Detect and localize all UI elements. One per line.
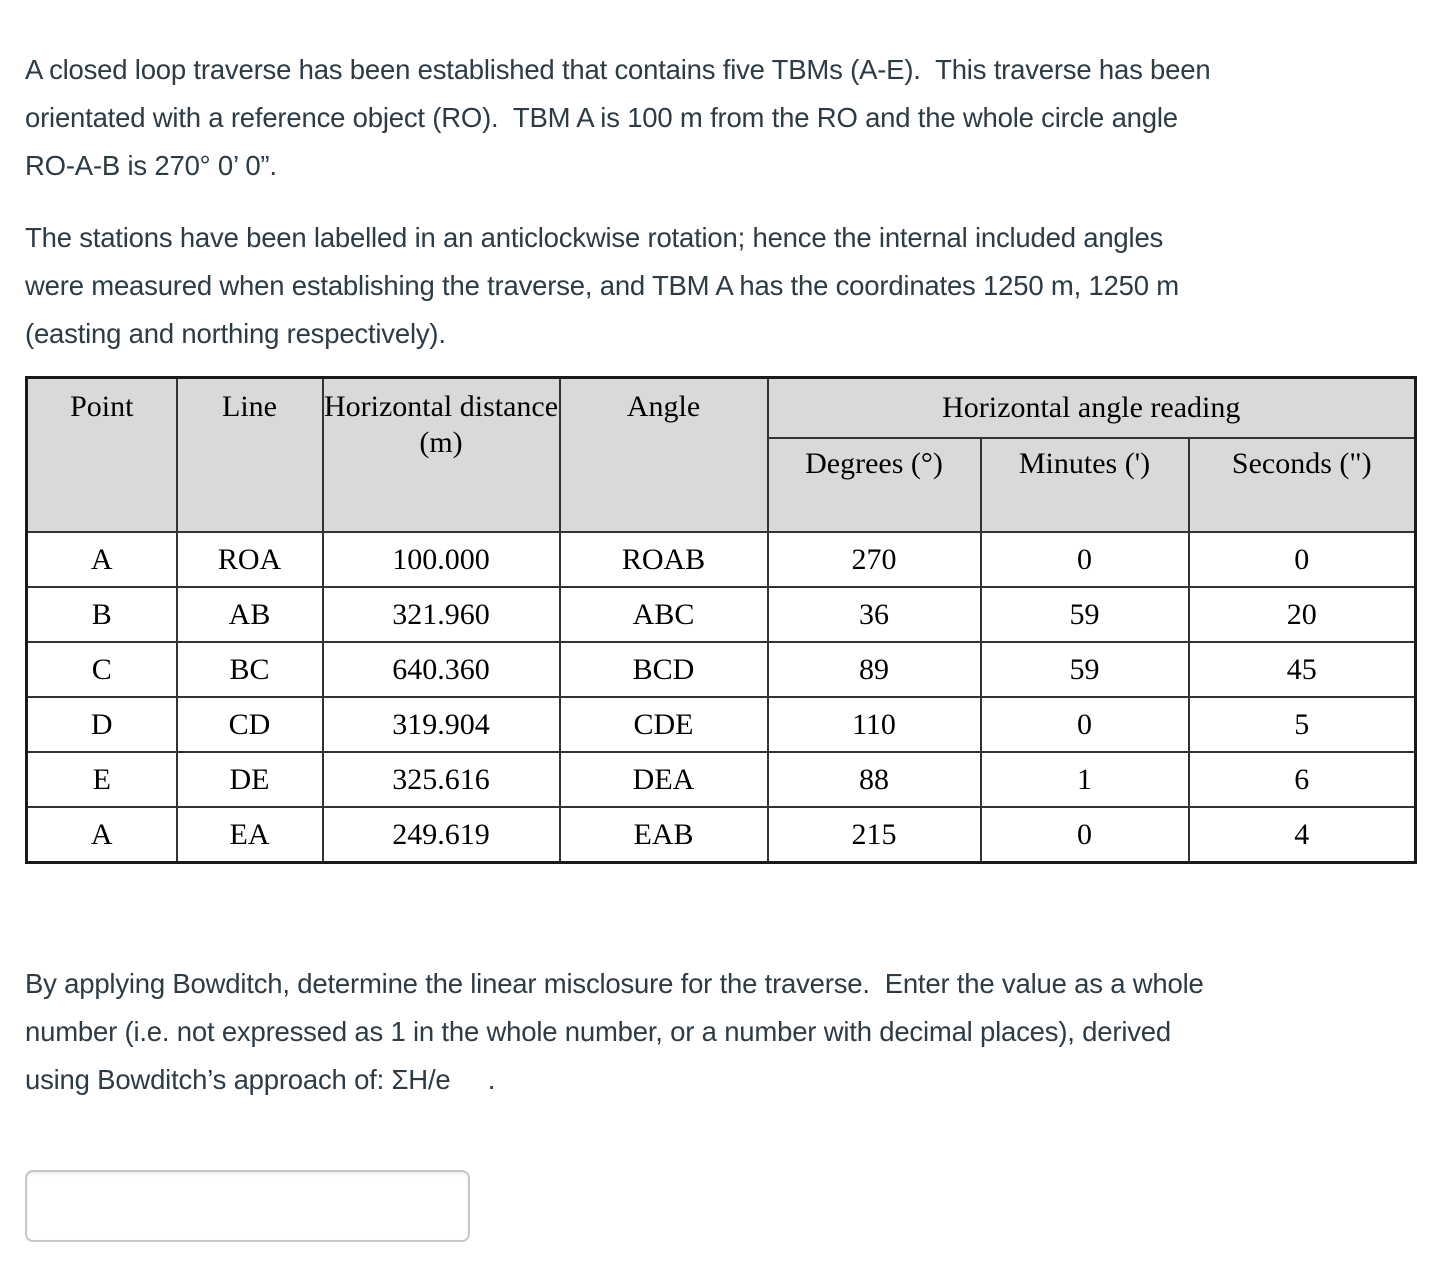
cell-distance: 249.619 bbox=[321, 806, 561, 864]
table-row: C BC 640.360 BCD 89 59 45 bbox=[25, 641, 1417, 698]
cell-distance: 325.616 bbox=[321, 751, 561, 808]
cell-line: AB bbox=[175, 586, 324, 643]
col-header-angle: Angle bbox=[558, 376, 769, 533]
col-header-distance: Horizontal distance (m) bbox=[321, 376, 561, 533]
cell-line: EA bbox=[175, 806, 324, 864]
col-header-seconds: Seconds (") bbox=[1187, 437, 1417, 533]
text-line: number (i.e. not expressed as 1 in the w… bbox=[25, 1016, 1171, 1047]
angle-table-body: A ROA 100.000 ROAB 270 0 0 B AB 321.960 … bbox=[25, 531, 1417, 864]
header-row-main: Point Line Horizontal distance (m) Angle… bbox=[25, 376, 1417, 533]
col-header-degrees: Degrees (°) bbox=[766, 437, 982, 533]
cell-point: E bbox=[25, 751, 178, 808]
cell-angle: ABC bbox=[558, 586, 769, 643]
cell-angle: EAB bbox=[558, 806, 769, 864]
cell-degrees: 89 bbox=[766, 641, 982, 698]
table-row: E DE 325.616 DEA 88 1 6 bbox=[25, 751, 1417, 808]
col-header-minutes: Minutes (') bbox=[979, 437, 1190, 533]
cell-degrees: 270 bbox=[766, 531, 982, 588]
text-line: RO-A-B is 270° 0’ 0”. bbox=[25, 150, 277, 181]
cell-degrees: 36 bbox=[766, 586, 982, 643]
cell-degrees: 88 bbox=[766, 751, 982, 808]
cell-angle: DEA bbox=[558, 751, 769, 808]
table-row: D CD 319.904 CDE 110 0 5 bbox=[25, 696, 1417, 753]
question-body: A closed loop traverse has been establis… bbox=[25, 46, 1418, 1242]
cell-line: CD bbox=[175, 696, 324, 753]
cell-point: A bbox=[25, 531, 178, 588]
cell-point: C bbox=[25, 641, 178, 698]
cell-seconds: 20 bbox=[1187, 586, 1417, 643]
cell-point: B bbox=[25, 586, 178, 643]
cell-seconds: 5 bbox=[1187, 696, 1417, 753]
cell-angle: ROAB bbox=[558, 531, 769, 588]
angle-table: Point Line Horizontal distance (m) Angle… bbox=[25, 376, 1418, 864]
cell-angle: CDE bbox=[558, 696, 769, 753]
cell-minutes: 59 bbox=[979, 641, 1190, 698]
col-header-line: Line bbox=[175, 376, 324, 533]
cell-seconds: 4 bbox=[1187, 806, 1417, 864]
cell-distance: 100.000 bbox=[321, 531, 561, 588]
text-line: using Bowditch’s approach of: ΣH/e . bbox=[25, 1064, 496, 1095]
cell-line: ROA bbox=[175, 531, 324, 588]
cell-seconds: 0 bbox=[1187, 531, 1417, 588]
table-row: B AB 321.960 ABC 36 59 20 bbox=[25, 586, 1417, 643]
text-line: were measured when establishing the trav… bbox=[25, 270, 1179, 301]
question-paragraph-1: A closed loop traverse has been establis… bbox=[25, 46, 1415, 190]
text-line: A closed loop traverse has been establis… bbox=[25, 54, 1211, 85]
text-line: By applying Bowditch, determine the line… bbox=[25, 968, 1204, 999]
cell-seconds: 6 bbox=[1187, 751, 1417, 808]
cell-minutes: 0 bbox=[979, 531, 1190, 588]
cell-minutes: 1 bbox=[979, 751, 1190, 808]
col-header-point: Point bbox=[25, 376, 178, 533]
cell-minutes: 59 bbox=[979, 586, 1190, 643]
cell-line: BC bbox=[175, 641, 324, 698]
header-row-sub: Degrees (°) Minutes (') Seconds (") bbox=[27, 437, 1417, 533]
cell-degrees: 215 bbox=[766, 806, 982, 864]
cell-distance: 640.360 bbox=[321, 641, 561, 698]
question-paragraph-3: By applying Bowditch, determine the line… bbox=[25, 960, 1415, 1104]
cell-point: A bbox=[25, 806, 178, 864]
cell-distance: 319.904 bbox=[321, 696, 561, 753]
question-paragraph-2: The stations have been labelled in an an… bbox=[25, 214, 1415, 358]
cell-seconds: 45 bbox=[1187, 641, 1417, 698]
cell-point: D bbox=[25, 696, 178, 753]
cell-minutes: 0 bbox=[979, 806, 1190, 864]
text-line: The stations have been labelled in an an… bbox=[25, 222, 1164, 253]
cell-line: DE bbox=[175, 751, 324, 808]
cell-distance: 321.960 bbox=[321, 586, 561, 643]
text-line: (easting and northing respectively). bbox=[25, 318, 446, 349]
cell-angle: BCD bbox=[558, 641, 769, 698]
col-header-reading-group: Horizontal angle reading bbox=[766, 376, 1417, 439]
table-row: A EA 249.619 EAB 215 0 4 bbox=[25, 806, 1417, 864]
cell-degrees: 110 bbox=[766, 696, 982, 753]
answer-input[interactable] bbox=[25, 1170, 470, 1242]
cell-minutes: 0 bbox=[979, 696, 1190, 753]
angle-table-header: Point Line Horizontal distance (m) Angle… bbox=[25, 376, 1417, 533]
table-row: A ROA 100.000 ROAB 270 0 0 bbox=[25, 531, 1417, 588]
text-line: orientated with a reference object (RO).… bbox=[25, 102, 1178, 133]
